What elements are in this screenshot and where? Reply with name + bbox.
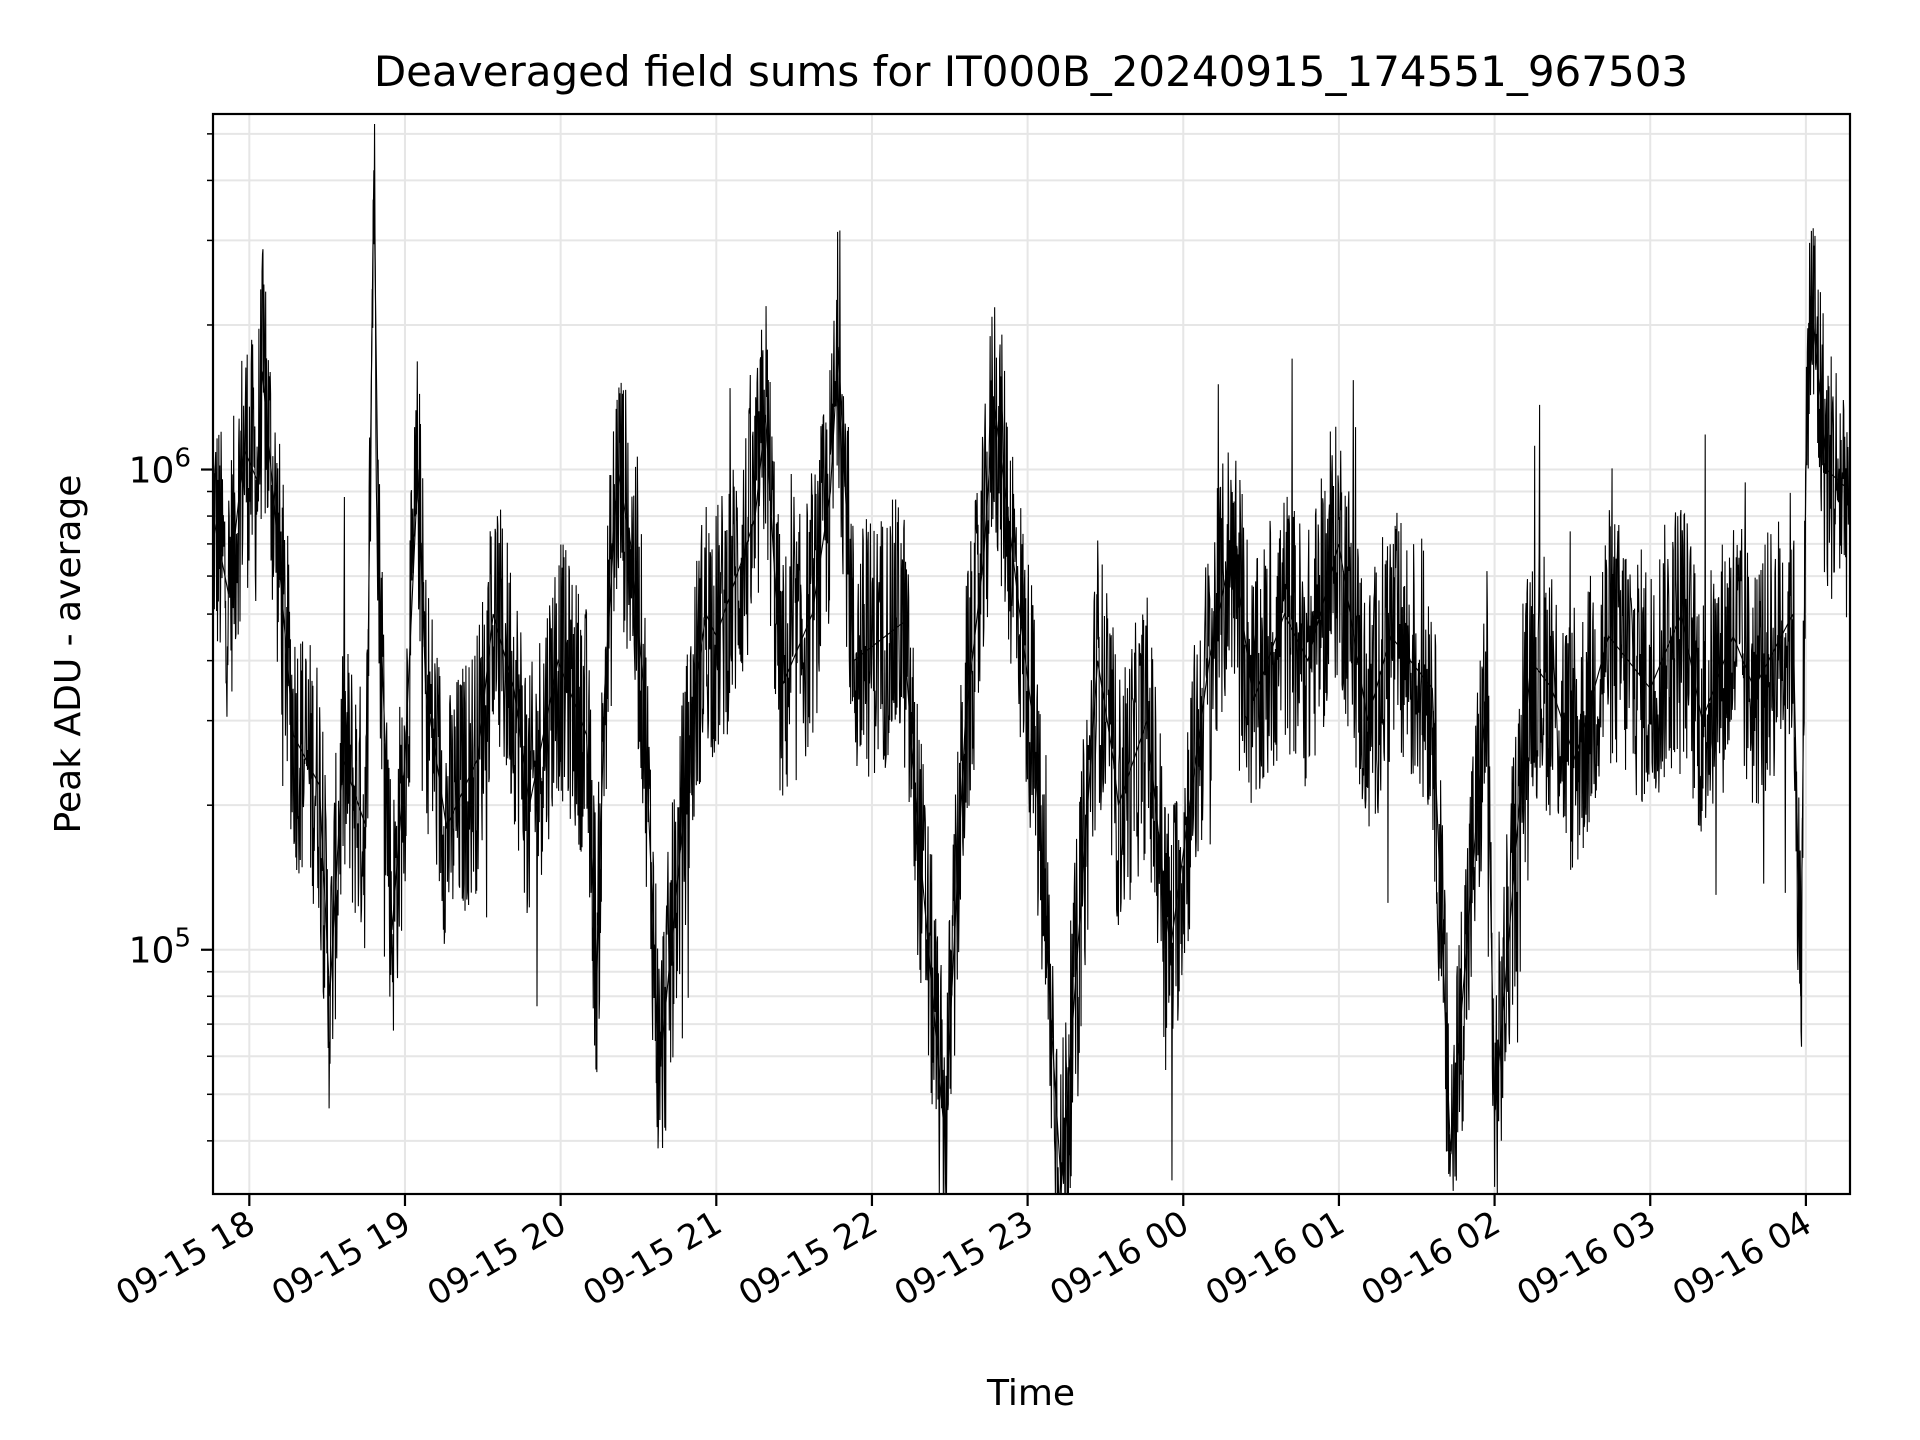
x-axis-label: Time [986, 1373, 1075, 1414]
y-axis: 105 106 [129, 133, 213, 1142]
y-axis-label: Peak ADU - average [48, 475, 89, 834]
series-peaks-line [213, 170, 1850, 1188]
series-layer [213, 123, 1850, 1194]
chart-title: Deaveraged field sums for IT000B_2024091… [374, 47, 1688, 96]
series-line [213, 123, 1850, 1194]
plot-frame [211, 112, 1852, 1196]
y-tick-label: 105 [129, 924, 191, 972]
y-tick-label: 106 [129, 444, 191, 492]
